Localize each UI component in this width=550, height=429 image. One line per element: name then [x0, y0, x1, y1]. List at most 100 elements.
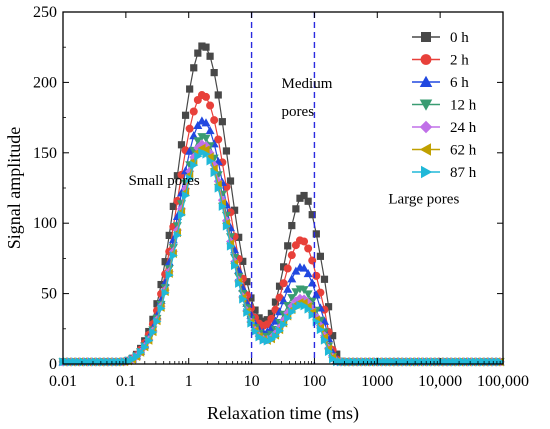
data-point	[198, 42, 206, 50]
data-point	[226, 241, 236, 251]
legend-item: 87 h	[412, 165, 477, 181]
x-tick-label: 1000	[361, 373, 393, 390]
data-point	[303, 269, 313, 278]
data-point	[186, 85, 194, 93]
data-point	[218, 118, 226, 126]
data-point	[222, 147, 231, 155]
data-point	[177, 141, 186, 149]
data-point	[165, 231, 173, 239]
data-point	[259, 335, 268, 345]
y-tick-label: 150	[33, 145, 57, 162]
legend-label: 6 h	[450, 75, 469, 91]
data-point	[206, 101, 215, 110]
data-point	[181, 191, 191, 201]
data-point	[291, 288, 301, 297]
data-point	[185, 124, 194, 133]
data-point	[206, 156, 215, 166]
data-point	[153, 317, 162, 327]
annotation: pores	[282, 104, 315, 120]
data-point	[271, 298, 280, 306]
annotation: Medium	[282, 76, 333, 92]
data-point	[165, 270, 174, 280]
data-point	[296, 300, 305, 310]
data-point	[307, 297, 317, 306]
data-point	[275, 293, 284, 302]
data-point	[300, 237, 309, 246]
data-point	[128, 354, 137, 364]
legend-label: 0 h	[450, 30, 469, 46]
data-point	[299, 263, 309, 272]
data-point	[255, 314, 263, 322]
data-point	[292, 302, 301, 312]
data-point	[263, 320, 272, 329]
data-point	[181, 111, 190, 119]
data-point	[275, 282, 284, 290]
data-point	[267, 335, 276, 345]
data-point	[149, 327, 158, 337]
legend-item: 12 h	[412, 98, 477, 114]
legend-label: 2 h	[450, 53, 469, 69]
data-point	[287, 274, 297, 283]
data-point	[210, 68, 218, 77]
data-point	[202, 92, 210, 101]
data-point	[304, 244, 313, 253]
data-point	[299, 286, 309, 295]
data-point	[206, 52, 214, 60]
data-point	[145, 336, 154, 346]
legend-marker	[419, 143, 431, 156]
legend-item: 2 h	[412, 53, 469, 69]
data-point	[161, 258, 169, 266]
data-point	[284, 242, 292, 250]
data-point	[283, 264, 292, 273]
data-point	[263, 316, 271, 324]
data-point	[231, 261, 240, 271]
data-point	[287, 251, 296, 260]
data-point	[149, 315, 157, 323]
data-point	[283, 284, 293, 293]
data-point	[218, 201, 227, 211]
data-point	[124, 356, 133, 366]
data-point	[202, 149, 211, 159]
x-axis-title: Relaxation time (ms)	[207, 403, 359, 424]
legend-marker	[421, 165, 433, 179]
data-point	[303, 290, 313, 299]
data-point	[226, 177, 235, 185]
annotations: Small pores Medium pores Large pores	[128, 76, 459, 207]
y-tick-label: 250	[33, 4, 57, 21]
data-point	[169, 251, 178, 261]
data-point	[194, 49, 202, 57]
y-tick-label: 50	[41, 286, 57, 303]
data-point	[205, 126, 215, 135]
data-point	[288, 307, 297, 317]
data-point	[205, 152, 214, 162]
data-point	[320, 335, 329, 345]
legend-label: 24 h	[450, 120, 477, 136]
data-point	[288, 221, 296, 230]
x-tick-label: 1	[185, 373, 193, 390]
data-point	[296, 194, 304, 202]
y-tick-label: 0	[49, 356, 57, 373]
data-point	[243, 307, 252, 317]
data-point	[214, 183, 223, 193]
legend-item: 62 h	[412, 143, 477, 159]
x-tick-label: 100	[302, 373, 326, 390]
data-point	[177, 210, 186, 220]
data-point	[271, 331, 280, 341]
data-point	[324, 303, 333, 311]
data-point	[190, 64, 198, 72]
data-point	[173, 172, 181, 180]
x-tick-label: 0.01	[49, 373, 77, 390]
data-point	[304, 304, 313, 314]
legend-item: 0 h	[412, 30, 469, 46]
data-point	[312, 230, 320, 238]
data-point	[194, 151, 203, 161]
data-point	[161, 288, 170, 298]
data-point	[201, 145, 210, 155]
data-point	[193, 137, 203, 146]
data-point	[201, 118, 211, 127]
data-point	[137, 347, 146, 357]
data-point	[251, 306, 259, 314]
y-axis-title: Signal amplitude	[4, 127, 24, 249]
pore-dividers	[250, 12, 316, 364]
legend-marker	[419, 120, 433, 134]
